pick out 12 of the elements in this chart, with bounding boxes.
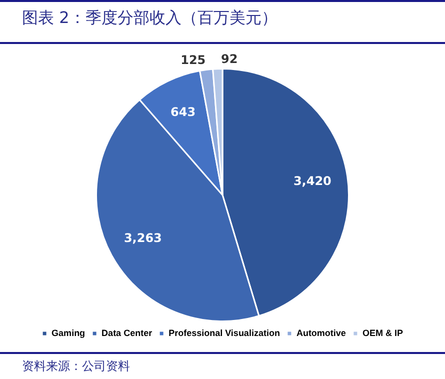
legend-label: OEM & IP <box>362 328 403 338</box>
legend-label: Data Center <box>102 328 153 338</box>
legend-label: Gaming <box>52 328 86 338</box>
chart-title: 图表 2：季度分部收入（百万美元） <box>22 8 278 29</box>
data-label: 92 <box>220 52 238 66</box>
data-label: 3,420 <box>293 174 332 188</box>
text: 资料来源：公司资料 <box>22 358 130 375</box>
data-label: 3,263 <box>124 231 162 246</box>
data-label: 125 <box>180 52 206 67</box>
data-label: 643 <box>170 105 196 120</box>
legend-label: Professional Visualization <box>168 328 280 338</box>
legend-label: Automotive <box>296 328 346 338</box>
